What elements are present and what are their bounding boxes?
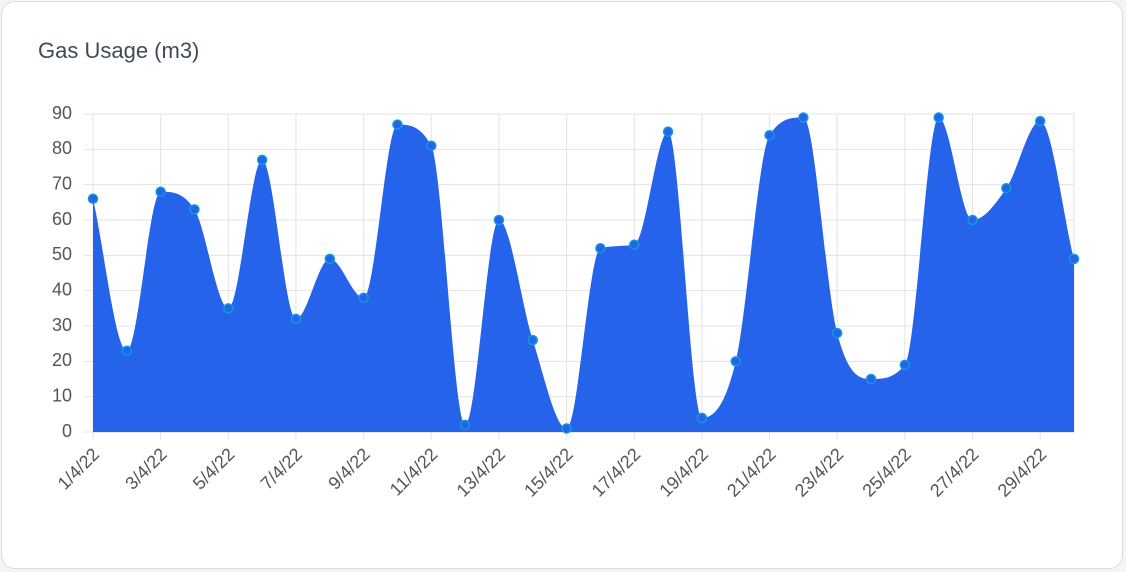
y-tick-label: 40 (52, 279, 72, 299)
x-tick-label: 19/4/22 (655, 444, 712, 501)
data-point (561, 423, 572, 434)
data-point (865, 373, 877, 385)
x-tick-label: 25/4/22 (858, 444, 915, 501)
x-tick-label: 3/4/22 (121, 444, 171, 494)
x-tick-label: 5/4/22 (189, 444, 239, 494)
y-tick-label: 30 (52, 315, 72, 335)
data-point (527, 334, 539, 346)
data-point (628, 239, 640, 250)
data-point (831, 327, 843, 339)
data-point (459, 419, 471, 431)
data-point (121, 345, 133, 356)
x-tick-label: 29/4/22 (994, 444, 1051, 501)
data-point (595, 243, 606, 254)
x-tick-label: 9/4/22 (324, 444, 374, 494)
area (93, 117, 1074, 433)
data-point (290, 313, 302, 325)
data-point (1001, 182, 1012, 194)
x-tick-label: 7/4/22 (257, 444, 307, 494)
data-point (392, 119, 403, 130)
data-point (967, 214, 978, 226)
x-tick-label: 11/4/22 (386, 444, 442, 500)
data-point (730, 356, 741, 367)
x-tick-label: 27/4/22 (926, 444, 983, 501)
data-point (493, 214, 505, 226)
data-point (256, 154, 268, 166)
data-point (1034, 115, 1046, 127)
data-point (662, 126, 674, 137)
y-tick-label: 60 (52, 209, 72, 229)
y-tick-label: 0 (62, 421, 72, 441)
y-tick-label: 70 (52, 173, 72, 193)
data-point (324, 253, 336, 265)
x-tick-label: 21/4/22 (723, 444, 780, 501)
x-tick-label: 17/4/22 (588, 444, 645, 501)
data-point (798, 112, 809, 123)
data-point (1068, 253, 1080, 265)
data-point (189, 204, 200, 215)
y-tick-label: 50 (52, 244, 72, 264)
data-point (426, 140, 437, 152)
data-point (696, 412, 708, 424)
data-point (358, 292, 369, 303)
x-tick-label: 15/4/22 (520, 444, 577, 501)
data-point (87, 193, 99, 205)
y-tick-label: 10 (52, 385, 72, 405)
data-point (155, 186, 166, 197)
x-tick-label: 13/4/22 (453, 444, 510, 501)
y-tick-label: 20 (52, 350, 72, 370)
data-point (223, 303, 234, 314)
y-tick-label: 90 (52, 103, 72, 123)
data-point (899, 359, 911, 371)
data-point (764, 129, 775, 141)
x-tick-label: 23/4/22 (791, 444, 848, 501)
x-tick-label: 1/4/22 (54, 444, 104, 494)
y-tick-label: 80 (52, 138, 72, 158)
chart-title: Gas Usage (m3) (38, 38, 199, 63)
data-point (933, 112, 944, 123)
